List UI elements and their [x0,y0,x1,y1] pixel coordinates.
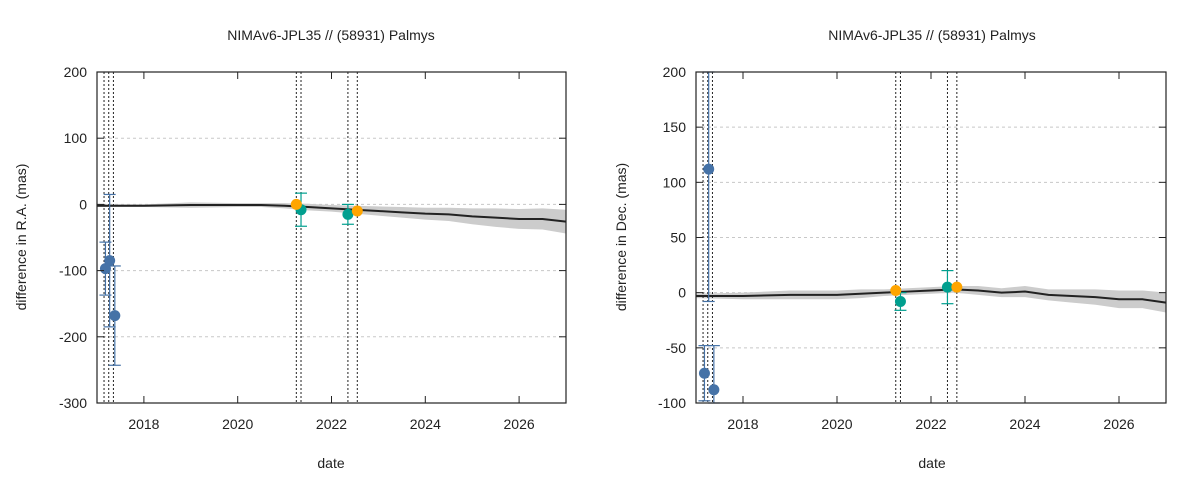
chart-title: NIMAv6-JPL35 // (58931) Palmys [828,27,1036,43]
data-point [703,163,715,175]
data-point [109,310,121,322]
data-point [698,367,710,379]
model-curve [696,288,1167,304]
x-tick-label: 2020 [821,416,852,432]
uncertainty-band [97,202,566,234]
data-point [708,384,720,396]
x-tick-label: 2024 [1009,416,1040,432]
y-tick-label: -100 [59,263,87,279]
model-curve [97,204,567,223]
y-tick-label: -200 [59,329,87,345]
data-point [104,255,116,267]
x-tick-label: 2026 [504,416,535,432]
data-point [941,281,953,293]
x-tick-label: 2020 [222,416,253,432]
y-tick-label: -300 [59,395,87,411]
y-axis-label: difference in R.A. (mas) [13,164,29,311]
y-tick-label: -50 [666,340,686,356]
data-point [890,284,902,296]
plot-area [97,72,567,403]
x-axis-label: date [317,455,344,471]
chart-dec: NIMAv6-JPL35 // (58931) Palmys date diff… [613,27,1167,471]
y-tick-label: 100 [64,130,88,146]
x-tick-label: 2024 [410,416,441,432]
x-tick-label: 2022 [316,416,347,432]
y-tick-label: 50 [670,230,686,246]
x-axis-label: date [918,455,945,471]
x-tick-label: 2018 [727,416,758,432]
data-point [351,205,363,217]
x-tick-label: 2022 [915,416,946,432]
uncertainty-band [696,286,1166,313]
data-point [290,198,302,210]
data-point [894,295,906,307]
x-tick-label: 2018 [128,416,159,432]
x-tick-label: 2026 [1103,416,1134,432]
y-tick-label: 200 [663,64,687,80]
data-point [342,208,354,220]
data-point [951,281,963,293]
chart-title: NIMAv6-JPL35 // (58931) Palmys [227,27,435,43]
y-tick-label: 200 [64,64,88,80]
y-tick-label: 0 [678,285,686,301]
y-tick-label: -100 [658,395,686,411]
plot-area [696,71,1167,404]
y-tick-label: 150 [663,119,687,135]
plot-frame [96,71,567,404]
y-axis-label: difference in Dec. (mas) [613,163,629,311]
y-tick-label: 100 [663,174,687,190]
y-tick-label: 0 [79,196,87,212]
chart-ra: NIMAv6-JPL35 // (58931) Palmys date diff… [13,27,567,471]
